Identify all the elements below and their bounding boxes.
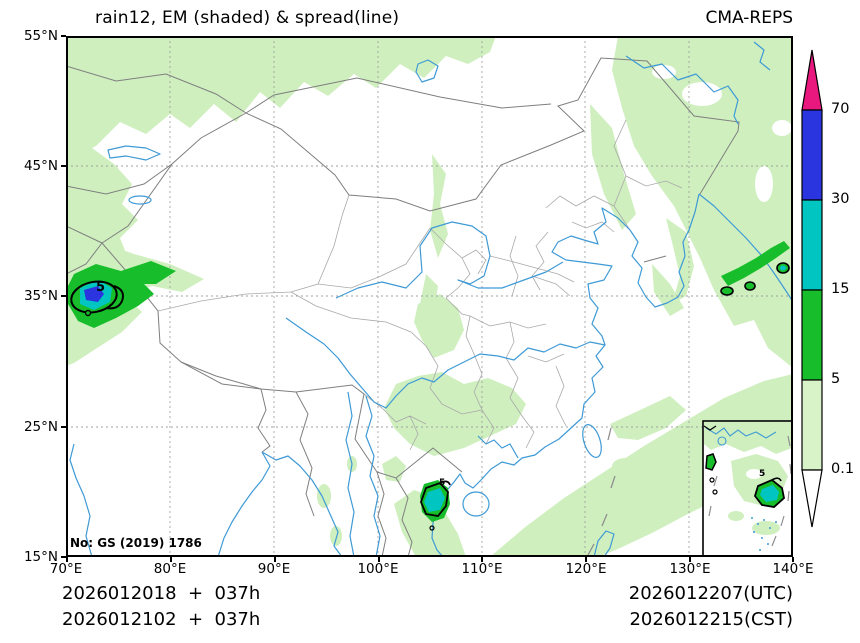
axis-tick	[61, 295, 66, 297]
axis-tick	[61, 165, 66, 167]
map-svg	[66, 36, 793, 557]
lat-label: 55°N	[23, 28, 58, 44]
valid-time-utc: 2026012207(UTC)	[628, 583, 793, 604]
lon-label: 100°E	[357, 561, 399, 577]
lon-label: 110°E	[461, 561, 503, 577]
axis-tick	[61, 426, 66, 428]
axis-tick	[66, 557, 68, 562]
south-china-sea-inset	[702, 420, 793, 557]
colorbar-tick: 0.1	[831, 461, 855, 477]
colorbar-tick: 15	[831, 281, 850, 297]
valid-time-cst: 2026012215(CST)	[629, 609, 793, 630]
lon-label: 120°E	[565, 561, 607, 577]
colorbar-tick: 5	[831, 371, 841, 387]
lon-label: 90°E	[257, 561, 291, 577]
lat-label: 15°N	[23, 549, 58, 565]
graticule	[66, 36, 793, 557]
lat-label: 45°N	[23, 158, 58, 174]
lon-label: 80°E	[153, 561, 187, 577]
colorbar	[801, 49, 823, 528]
axis-tick	[378, 557, 380, 562]
coastlines-rivers	[69, 41, 793, 557]
lat-label: 35°N	[23, 288, 58, 304]
model-label: CMA-REPS	[705, 8, 793, 28]
dash-line-segments	[587, 427, 616, 556]
lon-label: 130°E	[669, 561, 711, 577]
chart-title: rain12, EM (shaded) & spread(line)	[95, 8, 400, 28]
colorbar-tick: 30	[831, 191, 850, 207]
country-borders	[66, 57, 740, 557]
axis-tick	[170, 557, 172, 562]
init-time-cst: 2026012102 + 037h	[62, 609, 261, 630]
lon-label: 140°E	[772, 561, 814, 577]
map-canvas	[66, 36, 793, 557]
license-note: No: GS (2019) 1786	[70, 536, 202, 550]
init-time-utc: 2026012018 + 037h	[62, 583, 261, 604]
map-frame	[66, 36, 793, 557]
colorbar-tick: 70	[831, 101, 850, 117]
province-borders	[157, 119, 683, 451]
lon-label: 70°E	[49, 561, 83, 577]
axis-tick	[61, 556, 66, 558]
precipitation-cells	[68, 241, 790, 531]
spread-contour-label: 5	[439, 478, 446, 488]
axis-tick	[481, 557, 483, 562]
axis-tick	[792, 557, 794, 562]
axis-tick	[274, 557, 276, 562]
spread-contour-label: 5	[759, 469, 766, 479]
axis-tick	[61, 35, 66, 37]
lat-label: 25°N	[23, 419, 58, 435]
spread-contour-label: 5	[96, 280, 106, 295]
axis-tick	[585, 557, 587, 562]
shading-layer	[66, 36, 793, 557]
axis-tick	[689, 557, 691, 562]
